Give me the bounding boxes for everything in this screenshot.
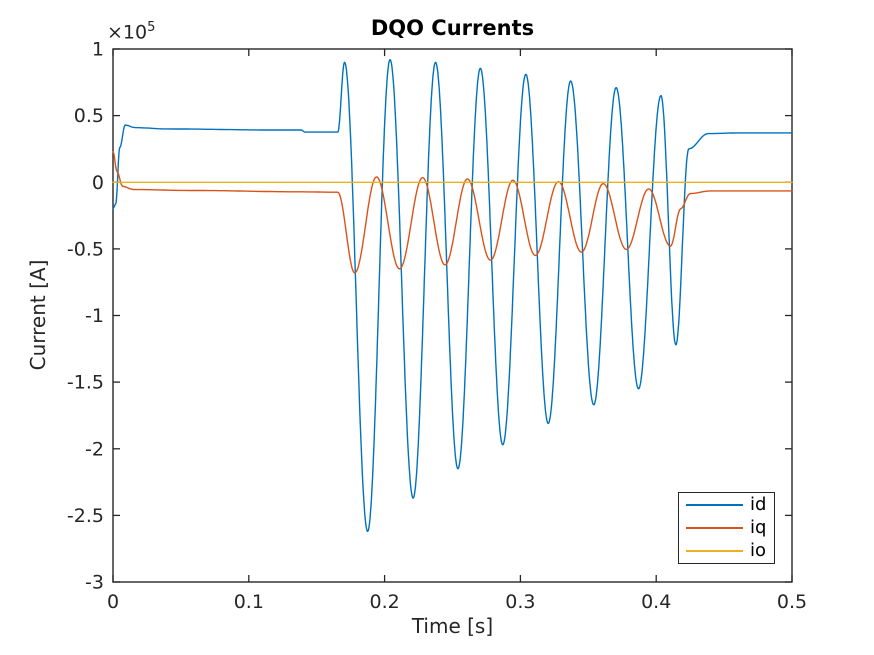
y-axis-exponent: ×105: [107, 20, 155, 43]
svg-text:0.5: 0.5: [777, 591, 807, 613]
legend-label-io: io: [750, 539, 767, 561]
x-axis-label: Time [s]: [411, 614, 494, 638]
svg-text:0: 0: [107, 591, 119, 613]
legend-line-io: [686, 549, 743, 552]
legend-line-iq: [686, 526, 743, 529]
plot-title: DQO Currents: [370, 16, 535, 40]
svg-text:0.2: 0.2: [369, 591, 399, 613]
svg-text:0: 0: [92, 172, 104, 194]
y-axis-exponent-power: 5: [147, 20, 156, 35]
svg-text:0.3: 0.3: [505, 591, 535, 613]
legend-label-id: id: [750, 494, 767, 516]
svg-text:1: 1: [92, 39, 104, 61]
y-axis-label: Current [A]: [26, 259, 50, 371]
svg-text:-2: -2: [85, 438, 104, 460]
svg-text:-0.5: -0.5: [67, 238, 104, 260]
legend: id iq io: [678, 492, 775, 564]
legend-label-iq: iq: [750, 516, 767, 538]
svg-text:0.1: 0.1: [234, 591, 264, 613]
svg-text:-2.5: -2.5: [67, 505, 104, 527]
svg-text:-3: -3: [85, 572, 104, 594]
legend-line-id: [686, 504, 743, 507]
svg-text:-1.5: -1.5: [67, 372, 104, 394]
legend-entry-iq: iq: [679, 517, 774, 539]
legend-entry-io: io: [679, 540, 774, 562]
svg-text:0.4: 0.4: [641, 591, 671, 613]
y-axis-exponent-base: ×10: [107, 21, 148, 44]
legend-entry-id: id: [679, 494, 774, 516]
svg-text:-1: -1: [85, 305, 104, 327]
svg-text:0.5: 0.5: [74, 105, 104, 127]
